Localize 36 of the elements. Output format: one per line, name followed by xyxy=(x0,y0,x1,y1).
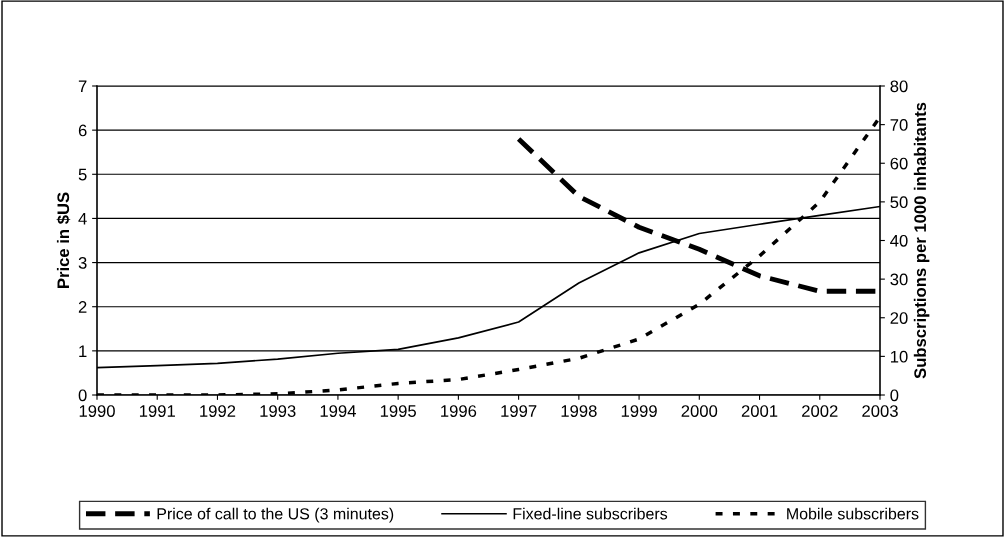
y-tick-label: 2 xyxy=(78,301,87,313)
y-tick-label: 1 xyxy=(79,345,87,357)
y2-tick-label: 0 xyxy=(890,389,899,402)
y2-tick-label: 70 xyxy=(890,119,908,131)
x-tick-label: 1992 xyxy=(200,405,236,417)
x-tick-label: 1995 xyxy=(380,405,416,417)
y2-tick-label: 40 xyxy=(890,234,908,247)
y-tick-label: 7 xyxy=(78,80,87,93)
y2-tick-label: 30 xyxy=(890,273,908,286)
x-tick-label: 1991 xyxy=(139,405,175,417)
x-tick-label: 2003 xyxy=(862,405,898,417)
y2-tick-label: 80 xyxy=(890,80,908,93)
x-tick-label: 2002 xyxy=(802,405,838,417)
legend-label: Mobile subscribers xyxy=(787,507,919,520)
x-tick-label: 1998 xyxy=(561,405,597,417)
x-tick-label: 1997 xyxy=(501,405,537,417)
x-tick-label: 1999 xyxy=(621,405,657,417)
x-tick-label: 1990 xyxy=(79,405,115,417)
y2-tick-label: 10 xyxy=(890,350,908,363)
y2-tick-label: 50 xyxy=(890,196,908,209)
y-tick-label: 0 xyxy=(78,389,87,402)
y-tick-label: 6 xyxy=(78,124,87,137)
x-tick-label: 1994 xyxy=(320,405,356,417)
y2-tick-label: 60 xyxy=(890,157,908,170)
x-tick-label: 1996 xyxy=(441,405,477,417)
y2-tick-label: 20 xyxy=(890,312,908,324)
y-tick-label: 5 xyxy=(78,168,87,181)
x-tick-label: 2001 xyxy=(741,405,778,417)
y-tick-label: 3 xyxy=(78,256,87,269)
legend-label: Fixed-line subscribers xyxy=(513,507,668,520)
y2-axis-title: Subscriptions per 1000 inhabitants xyxy=(913,102,930,379)
legend-label: Price of call to the US (3 minutes) xyxy=(157,507,394,523)
y-axis-title: Price in $US xyxy=(56,192,71,289)
x-tick-label: 2000 xyxy=(681,405,718,417)
x-tick-label: 1993 xyxy=(260,405,296,417)
y-tick-label: 4 xyxy=(78,213,87,225)
